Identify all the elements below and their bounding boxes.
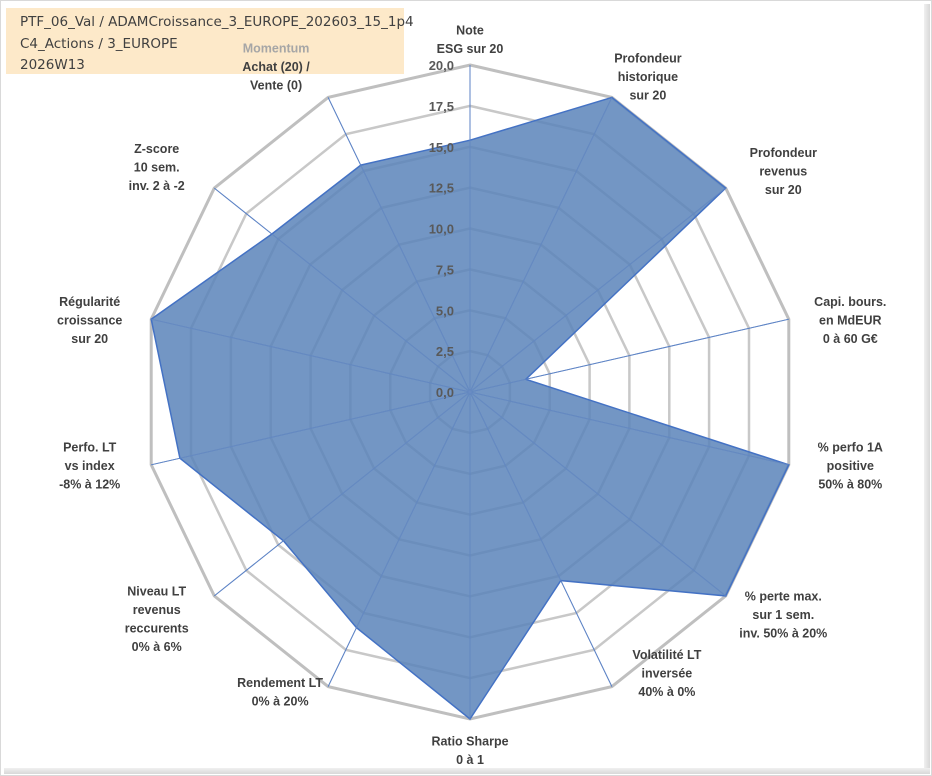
radar-spoke-overlay <box>214 391 471 597</box>
tick-label: 7,5 <box>436 262 454 277</box>
tick-label: 15,0 <box>429 140 454 155</box>
radar-spoke-overlay <box>327 391 471 687</box>
info-box: PTF_06_Val / ADAMCroissance_3_EUROPE_202… <box>6 8 414 74</box>
category-label: Régularité croissance sur 20 <box>57 295 122 346</box>
tick-label: 12,5 <box>429 181 454 196</box>
radar-spoke-overlay <box>327 97 471 393</box>
category-label-line: 50% à 80% <box>818 478 882 492</box>
category-label-line: reccurents <box>125 621 189 635</box>
category-label-line: Profondeur <box>614 51 681 65</box>
category-label-line: Note <box>456 24 484 38</box>
category-label: Niveau LT revenus reccurents 0% à 6% <box>125 584 189 654</box>
category-label-line: sur 1 sem. <box>752 608 814 622</box>
category-label-line: Niveau LT <box>127 584 186 598</box>
radar-spoke-overlay <box>469 391 789 466</box>
category-label-line: revenus <box>133 603 181 617</box>
category-label-line: 0 à 1 <box>456 753 484 767</box>
category-label-line: inv. 50% à 20% <box>739 627 827 641</box>
radar-spoke-overlay <box>469 318 789 393</box>
tick-label: 10,0 <box>429 222 454 237</box>
category-label-line: positive <box>827 459 874 473</box>
category-label-line: revenus <box>759 164 807 178</box>
radar-spoke-overlay <box>214 187 471 393</box>
category-label: Profondeur revenus sur 20 <box>750 146 817 197</box>
category-label: % perte max. sur 1 sem. inv. 50% à 20% <box>739 590 827 641</box>
category-label-line: Ratio Sharpe <box>431 735 508 749</box>
category-label-line: % perte max. <box>745 590 822 604</box>
radar-spoke-overlay <box>469 391 613 687</box>
category-label-line: 0% à 6% <box>132 640 182 654</box>
category-label: Rendement LT 0% à 20% <box>237 676 323 709</box>
tick-label: 5,0 <box>436 303 454 318</box>
category-label-line: Perfo. LT <box>63 441 117 455</box>
info-category: C4_Actions / 3_EUROPE <box>20 36 178 52</box>
tick-label: 20,0 <box>429 58 454 73</box>
category-labels: Note ESG sur 20 Profondeur historique sur 20… <box>57 24 886 768</box>
category-label-line: Achat (20) / <box>242 60 310 74</box>
radar-spoke-overlay <box>151 391 471 466</box>
category-label-line: Profondeur <box>750 146 817 160</box>
info-week: 2026W13 <box>20 57 85 73</box>
category-label: Capi. bours. en MdEUR 0 à 60 G€ <box>814 295 886 346</box>
category-label: Perfo. LT vs index -8% à 12% <box>59 441 120 492</box>
frame-shadow-right <box>924 4 930 774</box>
category-label-line: ESG sur 20 <box>437 42 504 56</box>
category-label-line: en MdEUR <box>819 314 882 328</box>
category-label-line: % perfo 1A <box>818 441 883 455</box>
radar-series <box>150 65 790 721</box>
tick-label: 0,0 <box>436 385 454 400</box>
category-label-line: 0 à 60 G€ <box>823 332 878 346</box>
category-label-line: Volatilité LT <box>632 648 701 662</box>
category-label-line: Régularité <box>59 295 120 309</box>
tick-label: 17,5 <box>429 99 454 114</box>
tick-label: 2,5 <box>436 344 454 359</box>
radar-spoke-overlay <box>151 318 471 393</box>
category-label-line: inv. 2 à -2 <box>129 179 185 193</box>
category-label-line: 40% à 0% <box>638 685 695 699</box>
category-label: % perfo 1A positive 50% à 80% <box>818 441 883 492</box>
category-label: Ratio Sharpe 0 à 1 <box>431 735 508 768</box>
radar-spoke-overlay <box>469 391 726 597</box>
category-label: Momentum Achat (20) / Vente (0) <box>242 41 310 92</box>
category-label: Z-score 10 sem. inv. 2 à -2 <box>129 142 185 193</box>
category-label-line: vs index <box>65 459 115 473</box>
frame-shadow-bottom <box>4 768 930 774</box>
category-label-line: croissance <box>57 314 122 328</box>
category-label-line: sur 20 <box>765 183 802 197</box>
radar-spoke-overlay <box>469 97 613 393</box>
category-label-line: inversée <box>642 667 693 681</box>
radial-tick-labels: 0,0 2,5 5,0 7,5 10,0 12,5 15,0 17,5 20,0 <box>429 58 454 400</box>
category-label-line: Z-score <box>134 142 179 156</box>
category-label-line: Vente (0) <box>250 78 302 92</box>
category-label-line: Capi. bours. <box>814 295 886 309</box>
radar-spoke-overlay <box>469 187 726 393</box>
category-label-line: 10 sem. <box>134 160 180 174</box>
category-label-line: -8% à 12% <box>59 478 120 492</box>
category-label-line: sur 20 <box>71 332 108 346</box>
category-label-line: 0% à 20% <box>252 695 309 709</box>
category-label: Note ESG sur 20 <box>437 24 504 57</box>
category-label: Volatilité LT inversée 40% à 0% <box>632 648 701 699</box>
category-label: Profondeur historique sur 20 <box>614 51 681 102</box>
info-portfolio: PTF_06_Val / ADAMCroissance_3_EUROPE_202… <box>20 14 414 30</box>
category-header: Momentum <box>243 41 310 55</box>
category-label-line: sur 20 <box>629 88 666 102</box>
category-label-line: Rendement LT <box>237 676 323 690</box>
category-label-line: historique <box>618 70 678 84</box>
